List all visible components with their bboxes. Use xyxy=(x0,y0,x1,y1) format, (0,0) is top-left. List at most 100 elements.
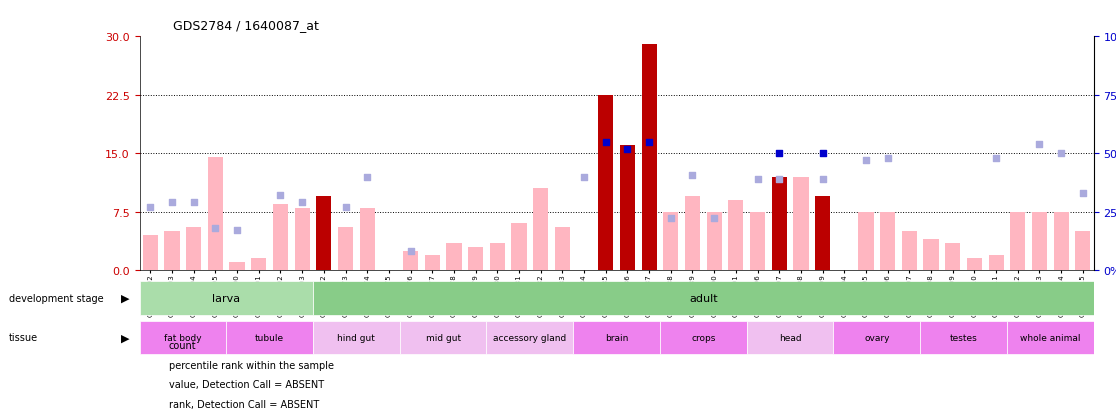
Bar xyxy=(793,177,808,271)
Text: accessory gland: accessory gland xyxy=(493,333,567,342)
Text: hind gut: hind gut xyxy=(337,333,375,342)
Text: rank, Detection Call = ABSENT: rank, Detection Call = ABSENT xyxy=(169,399,319,409)
Point xyxy=(597,139,615,145)
Point xyxy=(185,199,203,206)
Text: development stage: development stage xyxy=(9,293,104,304)
Text: larva: larva xyxy=(212,293,240,304)
Bar xyxy=(902,232,917,271)
Bar xyxy=(750,212,766,271)
Bar xyxy=(316,197,331,271)
Bar xyxy=(989,255,1003,271)
Text: testes: testes xyxy=(950,333,978,342)
Bar xyxy=(706,212,722,271)
Text: adult: adult xyxy=(689,293,718,304)
Bar xyxy=(338,228,353,271)
Point xyxy=(770,151,788,157)
Point xyxy=(358,174,376,180)
Point xyxy=(814,151,831,157)
Text: ▶: ▶ xyxy=(121,293,129,304)
Bar xyxy=(771,177,787,271)
Point xyxy=(749,176,767,183)
Bar xyxy=(164,232,180,271)
Bar xyxy=(1007,321,1094,354)
Bar xyxy=(312,282,1094,315)
Text: mid gut: mid gut xyxy=(425,333,461,342)
Text: brain: brain xyxy=(605,333,628,342)
Text: count: count xyxy=(169,340,196,350)
Bar xyxy=(858,212,874,271)
Bar xyxy=(446,243,462,271)
Text: percentile rank within the sample: percentile rank within the sample xyxy=(169,360,334,370)
Bar xyxy=(273,204,288,271)
Point xyxy=(575,174,593,180)
Bar xyxy=(574,321,660,354)
Bar xyxy=(966,259,982,271)
Point xyxy=(878,155,896,162)
Bar xyxy=(619,146,635,271)
Bar xyxy=(186,228,201,271)
Bar xyxy=(663,212,679,271)
Bar xyxy=(400,321,487,354)
Bar xyxy=(490,243,504,271)
Bar xyxy=(815,197,830,271)
Text: GDS2784 / 1640087_at: GDS2784 / 1640087_at xyxy=(173,19,319,31)
Bar xyxy=(598,95,614,271)
Point xyxy=(337,204,355,211)
Point xyxy=(1052,151,1070,157)
Bar xyxy=(533,189,548,271)
Bar xyxy=(1054,212,1069,271)
Bar xyxy=(251,259,267,271)
Point xyxy=(1030,141,1048,148)
Bar xyxy=(230,263,244,271)
Bar xyxy=(945,243,960,271)
Point xyxy=(684,173,702,179)
Bar xyxy=(881,212,895,271)
Bar xyxy=(685,197,700,271)
Text: tissue: tissue xyxy=(9,332,38,343)
Bar xyxy=(555,228,570,271)
Bar xyxy=(295,208,310,271)
Point xyxy=(641,139,658,145)
Bar xyxy=(227,321,312,354)
Bar xyxy=(1032,212,1047,271)
Bar xyxy=(403,251,418,271)
Point xyxy=(705,215,723,221)
Bar xyxy=(729,201,743,271)
Bar xyxy=(143,235,158,271)
Bar xyxy=(1075,232,1090,271)
Point xyxy=(163,199,181,206)
Point xyxy=(294,199,311,206)
Point xyxy=(402,249,420,255)
Point xyxy=(618,146,636,152)
Bar xyxy=(660,321,747,354)
Point xyxy=(857,157,875,164)
Bar xyxy=(468,247,483,271)
Text: ovary: ovary xyxy=(864,333,889,342)
Bar xyxy=(921,321,1007,354)
Bar xyxy=(208,158,223,271)
Bar xyxy=(140,321,227,354)
Point xyxy=(271,192,289,199)
Text: value, Detection Call = ABSENT: value, Detection Call = ABSENT xyxy=(169,380,324,389)
Bar xyxy=(923,240,939,271)
Bar xyxy=(1010,212,1026,271)
Point xyxy=(814,176,831,183)
Point xyxy=(1074,190,1091,197)
Bar xyxy=(642,45,656,271)
Point xyxy=(988,155,1006,162)
Text: ▶: ▶ xyxy=(121,332,129,343)
Point xyxy=(206,225,224,232)
Text: head: head xyxy=(779,333,801,342)
Bar xyxy=(359,208,375,271)
Text: fat body: fat body xyxy=(164,333,202,342)
Bar xyxy=(425,255,440,271)
Bar xyxy=(747,321,834,354)
Bar xyxy=(511,224,527,271)
Point xyxy=(770,176,788,183)
Text: tubule: tubule xyxy=(256,333,285,342)
Text: whole animal: whole animal xyxy=(1020,333,1080,342)
Bar xyxy=(487,321,574,354)
Bar xyxy=(834,321,921,354)
Text: crops: crops xyxy=(691,333,715,342)
Point xyxy=(142,204,160,211)
